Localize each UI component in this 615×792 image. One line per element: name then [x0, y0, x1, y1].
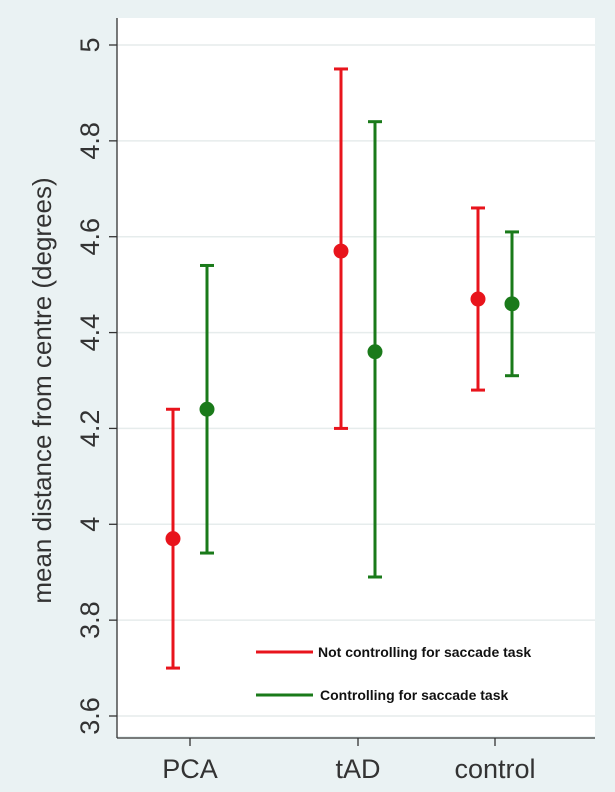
y-tick-label: 5	[75, 37, 105, 52]
data-point	[165, 531, 181, 547]
y-axis-label: mean distance from centre (degrees)	[27, 177, 57, 603]
y-tick-label: 4.6	[75, 218, 105, 256]
legend: Not controlling for saccade task Controll…	[256, 644, 531, 703]
plot-area	[117, 18, 595, 736]
y-tick-label: 4.4	[75, 314, 105, 352]
y-tick-label: 4.8	[75, 122, 105, 160]
data-point	[470, 291, 486, 307]
series-2	[199, 120, 520, 579]
data-point	[367, 344, 383, 360]
x-tick-label-tad: tAD	[335, 754, 380, 784]
x-tick-label-control: control	[454, 754, 535, 784]
data-point	[333, 243, 349, 259]
data-point	[504, 296, 520, 312]
legend-label: Controlling for saccade task	[320, 687, 508, 703]
x-tick-labels: PCA tAD control	[162, 754, 535, 784]
y-tick-label: 3.8	[75, 601, 105, 639]
series-1	[165, 67, 486, 670]
legend-label: Not controlling for saccade task	[318, 644, 531, 660]
y-tick-label: 4	[75, 517, 105, 532]
series-layer	[165, 67, 520, 670]
data-point	[199, 401, 215, 417]
y-tick-labels: 3.6 3.8 4 4.2 4.4 4.6 4.8 5	[75, 37, 105, 734]
y-tick-label: 4.2	[75, 410, 105, 448]
axes	[109, 18, 595, 746]
x-tick-label-pca: PCA	[162, 754, 218, 784]
y-tick-label: 3.6	[75, 697, 105, 735]
grid-lines	[117, 44, 595, 717]
